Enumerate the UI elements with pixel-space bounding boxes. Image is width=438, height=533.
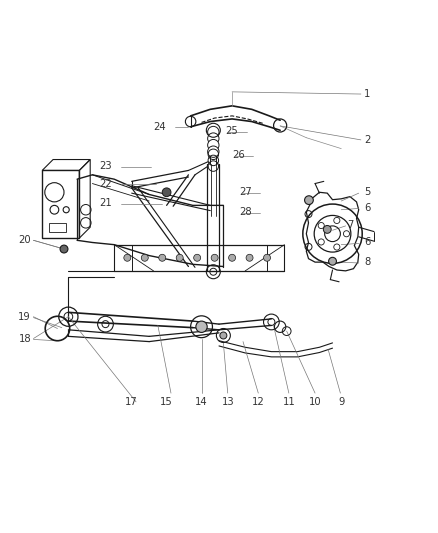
Circle shape	[124, 254, 131, 261]
Text: 5: 5	[364, 187, 371, 197]
Text: 17: 17	[125, 397, 138, 407]
Circle shape	[304, 196, 313, 205]
Text: 11: 11	[283, 397, 295, 407]
Text: 6: 6	[364, 203, 371, 213]
Circle shape	[208, 126, 219, 138]
Circle shape	[246, 254, 253, 261]
Circle shape	[141, 254, 148, 261]
Text: 10: 10	[309, 397, 321, 407]
Text: 2: 2	[364, 135, 371, 145]
Text: 22: 22	[99, 179, 112, 189]
Circle shape	[194, 254, 201, 261]
Text: 15: 15	[160, 397, 173, 407]
Circle shape	[323, 225, 331, 233]
Circle shape	[60, 245, 68, 253]
Text: 12: 12	[252, 397, 265, 407]
Circle shape	[208, 133, 219, 144]
Text: 19: 19	[18, 312, 31, 322]
Text: 1: 1	[364, 89, 371, 99]
Circle shape	[220, 332, 227, 339]
Text: 28: 28	[239, 207, 251, 217]
Circle shape	[208, 140, 219, 151]
Circle shape	[328, 257, 336, 265]
Circle shape	[162, 188, 171, 197]
Text: 25: 25	[226, 126, 238, 136]
Circle shape	[208, 146, 219, 157]
Circle shape	[264, 254, 271, 261]
Circle shape	[196, 321, 207, 333]
Text: 18: 18	[18, 334, 31, 344]
Text: 21: 21	[99, 198, 112, 208]
Text: 26: 26	[232, 150, 245, 160]
Text: 8: 8	[364, 257, 371, 267]
Text: 24: 24	[154, 122, 166, 132]
Circle shape	[229, 254, 236, 261]
Circle shape	[211, 254, 218, 261]
Circle shape	[159, 254, 166, 261]
Text: 27: 27	[239, 187, 251, 197]
Text: 13: 13	[222, 397, 234, 407]
Circle shape	[176, 254, 183, 261]
Text: 20: 20	[18, 235, 31, 245]
Text: 9: 9	[338, 397, 344, 407]
Text: 14: 14	[195, 397, 208, 407]
Text: 6: 6	[364, 238, 371, 247]
Text: 23: 23	[99, 161, 112, 171]
Text: 7: 7	[347, 220, 353, 230]
